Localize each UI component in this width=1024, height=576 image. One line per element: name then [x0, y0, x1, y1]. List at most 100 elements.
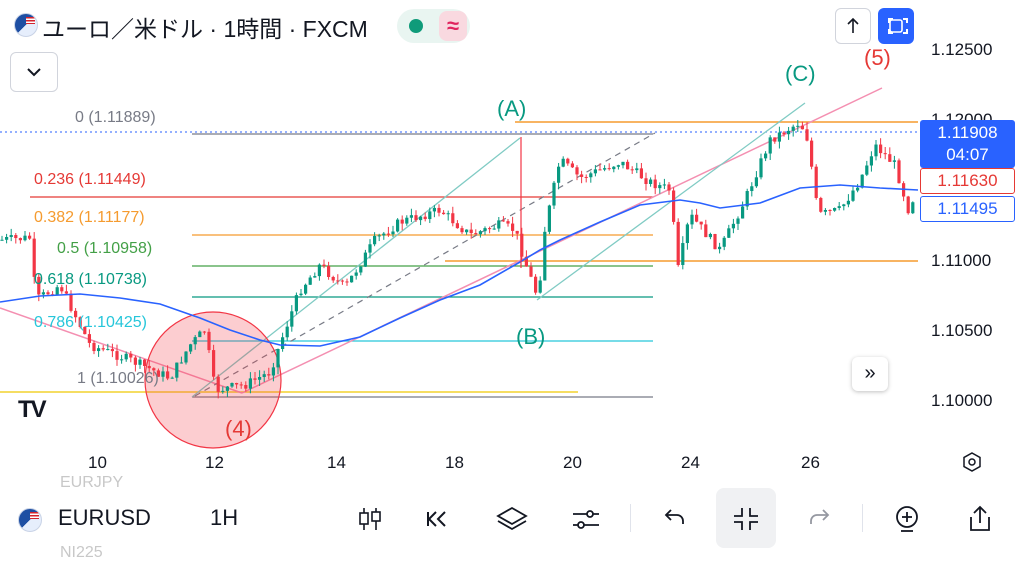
add-alert-icon[interactable] — [890, 504, 924, 534]
scroll-to-realtime-button[interactable]: » — [852, 357, 888, 391]
candle-body — [442, 212, 446, 215]
candle-body — [451, 213, 455, 224]
symbol-title[interactable]: ユーロ／米ドル · 1時間 · FXCM — [42, 16, 368, 42]
candle-body — [639, 168, 643, 179]
candle-body — [658, 185, 662, 189]
candle-body — [14, 235, 18, 239]
candle-body — [184, 351, 188, 363]
green-dot-icon — [409, 19, 423, 33]
time-tick: 20 — [563, 453, 582, 472]
candle-body — [258, 376, 262, 380]
settings-sliders-icon[interactable] — [569, 504, 603, 534]
candle-body — [60, 287, 64, 292]
candle-body — [290, 311, 294, 327]
share-icon[interactable] — [963, 504, 997, 534]
undo-icon[interactable] — [657, 504, 691, 534]
candle-body — [363, 252, 367, 267]
candle-body — [635, 168, 639, 171]
candle-body — [248, 378, 252, 389]
candle-body — [432, 207, 436, 212]
candle-body — [488, 228, 492, 230]
candle-body — [630, 169, 634, 171]
scroll-up-button[interactable] — [835, 8, 871, 44]
last-price-badge: 1.11908 04:07 — [920, 120, 1015, 168]
timeframe-selector[interactable]: 1H — [210, 505, 239, 530]
candle-body — [92, 342, 96, 352]
wave-label-b: (B) — [516, 324, 546, 349]
candle-body — [336, 280, 340, 282]
candle-body — [32, 238, 36, 277]
symbol-selector[interactable]: EURUSD — [58, 505, 151, 530]
candle-body — [667, 184, 671, 191]
candle-body — [741, 206, 745, 219]
fib-label-0382: 0.382 (1.11177) — [34, 209, 145, 226]
candle-body — [327, 266, 331, 277]
candle-body — [281, 337, 285, 350]
candle-body — [446, 213, 450, 215]
candle-body — [754, 177, 758, 187]
wave4-highlight-circle — [144, 311, 282, 449]
arrow-up-icon — [847, 17, 859, 33]
candle-body — [557, 166, 561, 183]
candle-body — [492, 228, 496, 230]
candle-body — [777, 132, 781, 142]
candle-body — [759, 158, 763, 178]
candle-body — [791, 126, 795, 131]
candle-body — [170, 377, 174, 379]
candle-body — [9, 235, 13, 237]
wave-label-5: (5) — [864, 45, 891, 70]
candle-body — [143, 359, 147, 366]
candle-body — [115, 351, 119, 360]
candle-body — [552, 182, 556, 206]
chart-settings-icon[interactable] — [962, 452, 982, 472]
candle-body — [529, 266, 533, 277]
candle-body — [497, 220, 501, 229]
candle-body — [566, 158, 570, 164]
ghost-symbol-above: EURJPY — [60, 474, 124, 491]
candle-body — [455, 223, 459, 229]
candle-body — [483, 228, 487, 232]
candle-body — [580, 174, 584, 177]
candle-body — [851, 190, 855, 201]
candle-body — [419, 216, 423, 221]
candle-body — [892, 160, 896, 162]
candle-body — [773, 137, 777, 142]
candle-body — [83, 326, 87, 335]
candle-body — [768, 137, 772, 154]
candle-body — [166, 371, 170, 379]
candle-body — [593, 169, 597, 174]
candles-icon[interactable] — [353, 504, 387, 534]
candle-body — [644, 178, 648, 184]
candle-body — [731, 223, 735, 229]
candle-body — [699, 221, 703, 225]
wave-label-4: (4) — [225, 416, 252, 441]
candle-body — [879, 144, 883, 154]
candle-body — [474, 233, 478, 235]
candle-body — [814, 166, 818, 198]
candle-body — [308, 277, 312, 285]
candle-body — [244, 385, 248, 389]
moving-average-line — [0, 184, 919, 347]
collapse-legend-button[interactable] — [10, 52, 58, 92]
candle-body — [161, 371, 165, 377]
candle-body — [662, 184, 666, 186]
status-pill[interactable]: ≈ — [397, 9, 470, 43]
eu-us-flag-icon — [14, 13, 38, 37]
fullscreen-button[interactable] — [878, 8, 914, 44]
candle-body — [708, 233, 712, 238]
replay-icon[interactable] — [421, 504, 455, 534]
redo-icon[interactable] — [803, 504, 837, 534]
time-tick: 24 — [681, 453, 700, 472]
fib-label-05: 0.5 (1.10958) — [57, 240, 153, 257]
candle-body — [782, 132, 786, 135]
layers-icon[interactable] — [495, 504, 529, 534]
candle-body — [133, 357, 137, 365]
candle-body — [465, 229, 469, 233]
candle-body — [823, 209, 827, 212]
candle-body — [391, 231, 395, 235]
collapse-icon[interactable] — [729, 504, 763, 534]
candle-body — [787, 130, 791, 135]
toolbar-divider — [630, 504, 631, 532]
candle-body — [865, 165, 869, 175]
